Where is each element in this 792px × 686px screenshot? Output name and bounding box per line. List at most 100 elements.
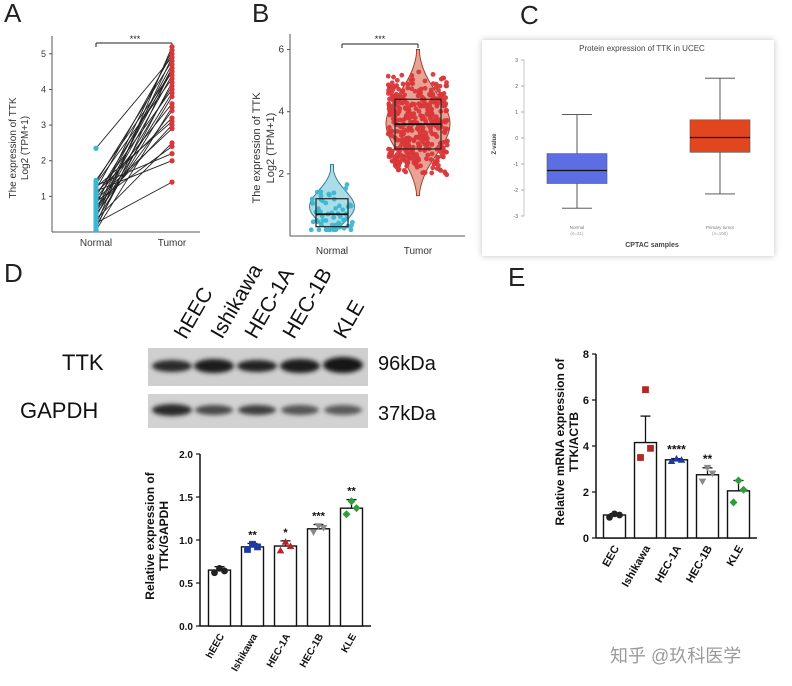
chart-b-tumor-dot [395,104,401,110]
chart-b-tumor-dot [410,81,415,86]
chart-a-point-tumor [169,76,175,82]
chart-e-ylabel-2: TTK/ACTB [567,412,581,472]
chart-b-tumor-dot [436,88,441,93]
panel-label-a: A [4,0,22,28]
chart-b-tumor-dot [428,87,434,93]
chart-b-tumor-dot [421,169,427,175]
chart-e-point [708,470,717,478]
blot-band-gapdh-1 [152,404,192,416]
chart-b-normal-dot [340,207,346,213]
chart-b-tumor-dot [416,101,422,107]
chart-d-bar [339,507,364,627]
chart-b-tumor-dot [416,157,422,163]
blot-band-ttk-2 [194,359,234,373]
blot-row-label-gapdh: GAPDH [20,398,98,423]
chart-b-tumor-dot [444,80,449,85]
chart-b-tumor-dot [393,91,399,97]
chart-e-point [729,498,738,507]
chart-b-tumor-dot [433,81,439,87]
chart-e-bar [695,474,720,539]
chart-b-tumor-dot [394,128,400,134]
chart-d-ytick-label: 1.0 [179,536,193,547]
chart-a-point-normal [93,213,99,219]
chart-a-pair-line [95,71,173,181]
chart-b-tumor-dot [389,148,395,154]
blot-kda-ttk: 96kDa [378,353,437,375]
chart-d-bar [306,528,331,627]
chart-d-point [352,504,361,513]
chart-b-tumor-dot [423,143,429,148]
chart-b-tumor-dot [438,149,444,155]
chart-b-ylabel-1: The expression of TTK [251,92,263,204]
chart-d-point [286,542,295,550]
chart-b-tumor-dot [425,152,431,158]
chart-b-normal-dot [314,217,320,223]
chart-a-point-normal [93,177,99,183]
chart-a-point-normal [93,184,99,191]
chart-b-tumor-dot [420,114,426,119]
chart-a-ytick-label: 4 [41,84,46,94]
chart-b-normal-dot [333,226,339,232]
chart-b-tumor-dot [444,138,450,144]
chart-b-ytick-label: 4 [278,107,284,118]
chart-d-xtick-label: hEEC [204,632,227,661]
chart-c-card: Protein expression of TTK in UCEC Z-valu… [482,40,774,256]
chart-d-xtick-label: KLE [340,632,360,655]
chart-a-pair-line [95,89,173,195]
chart-b-tumor-dot [398,129,404,135]
chart-c-ytick-label: 2 [515,84,518,90]
chart-b-significance: *** [375,34,386,44]
chart-d-point [211,569,218,577]
chart-b-normal-dot [350,219,355,225]
chart-c-ytick-label: 3 [515,58,518,64]
chart-a-point-tumor [169,47,175,53]
chart-b-tumor-dot [416,108,422,114]
chart-a-point-tumor [169,83,175,89]
chart-e-significance: ** [703,452,713,466]
chart-a-point-tumor [169,90,175,96]
chart-a-point-tumor [169,108,175,114]
chart-d-ytick-label: 0.0 [179,622,193,633]
chart-b-normal-dot [308,227,314,233]
chart-b-tumor-dot [389,153,394,159]
chart-a-pair-line [95,128,173,201]
chart-b-tumor-dot [395,111,401,117]
chart-b-tumor-dot [392,160,398,166]
panel-label-c: C [520,0,539,30]
chart-a-point-tumor [169,143,175,150]
chart-d-point [347,497,356,506]
chart-b-tumor-dot [428,92,433,98]
chart-e-point [637,454,644,461]
chart-b-tumor-dot [410,77,416,83]
chart-e-point [703,464,712,472]
chart-b-tumor-dot [399,156,405,162]
chart-a-pair-line [95,107,173,231]
chart-b-tumor-dot [415,141,421,146]
chart-b-normal-dot [343,186,349,191]
chart-b-tumor-dot [440,154,446,160]
chart-b-tumor-dot [417,136,423,141]
chart-d-xtick-label: HEC-1B [298,632,326,670]
blot-band-gapdh-4 [281,405,319,415]
chart-e-xtick-label: KLE [725,544,746,569]
chart-e-xtick-label: Ishikawa [620,543,654,589]
chart-b-tumor-dot [417,128,422,134]
chart-a-point-tumor [169,69,175,75]
chart-b-tumor-dot [411,101,417,107]
chart-e-xtick-label: EEC [600,543,622,569]
chart-a-point-tumor [169,72,175,78]
chart-b-normal-dot [323,218,329,223]
chart-b-normal-dot [327,227,333,233]
western-blot: hEEC Ishikawa HEC-1A HEC-1B KLE TTK GAPD… [20,260,437,428]
chart-b-tumor-dot [443,119,448,125]
chart-b-normal-dot [314,189,320,195]
chart-b-tumor-dot [413,134,419,140]
chart-b-normal-dot [318,221,324,227]
chart-a-point-normal [93,195,99,201]
chart-b-tumor-dot [441,91,447,96]
chart-b-tumor-dot [407,125,413,131]
chart-b-tumor-dot [427,115,433,121]
chart-b-tumor-dot [401,167,407,173]
chart-b-tumor-dot [403,113,409,119]
chart-e-point [642,386,649,394]
